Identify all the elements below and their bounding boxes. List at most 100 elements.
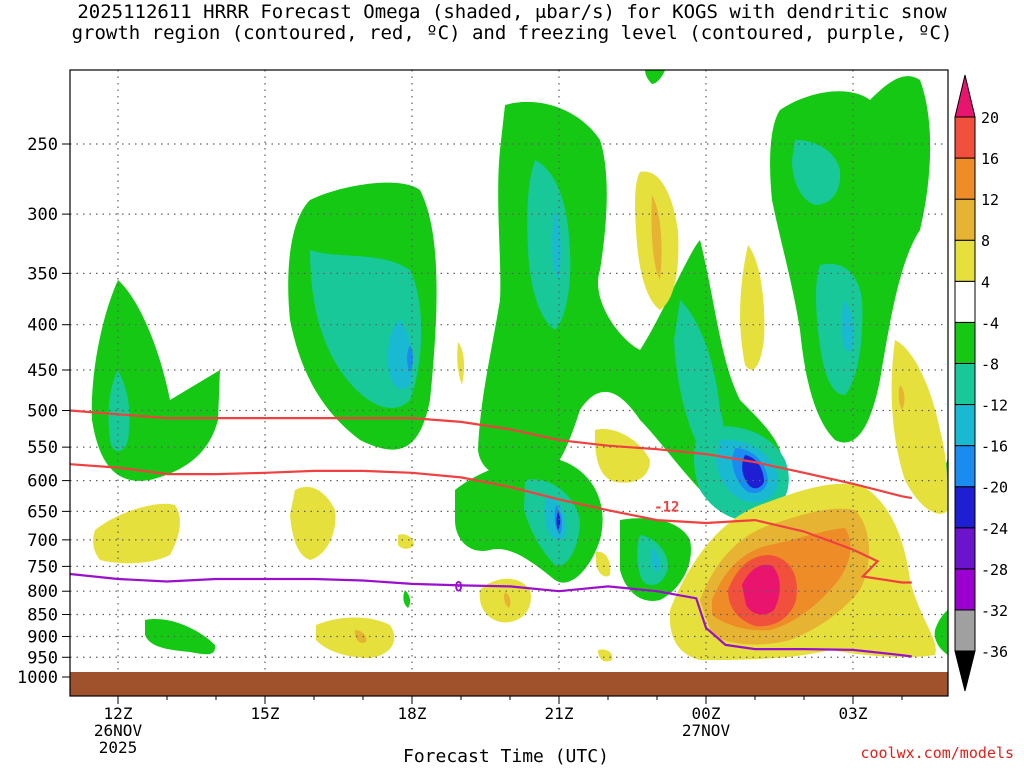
plot-frame xyxy=(69,69,949,697)
omega-region xyxy=(651,195,662,280)
colorbar-bin xyxy=(954,486,976,529)
omega-region xyxy=(145,619,216,655)
colorbar-label: -12 xyxy=(981,397,1008,415)
colorbar-label: -36 xyxy=(981,643,1008,661)
omega-region xyxy=(504,592,511,608)
colorbar-bin xyxy=(954,157,976,200)
x-tick-label: 21Z xyxy=(545,704,574,723)
colorbar-bin xyxy=(954,527,976,570)
omega-region xyxy=(742,455,764,489)
y-tick-label: 700 xyxy=(27,531,58,551)
omega-region xyxy=(891,340,948,514)
colorbar-bin xyxy=(954,568,976,611)
omega-region xyxy=(594,429,650,483)
colorbar-label: 8 xyxy=(981,232,990,250)
colorbar-bin xyxy=(954,321,976,364)
omega-region xyxy=(645,70,665,84)
colorbar-label: -16 xyxy=(981,438,1008,456)
ground-surface-band xyxy=(70,672,948,696)
y-tick-label: 500 xyxy=(27,402,58,422)
colorbar-label: -20 xyxy=(981,479,1008,497)
colorbar-bin xyxy=(954,609,976,652)
colorbar-label: 4 xyxy=(981,273,990,291)
x-tick-date: 26NOV xyxy=(94,721,143,740)
y-tick-label: 450 xyxy=(27,361,58,381)
omega-region xyxy=(93,503,180,564)
dgz-temperature-contour xyxy=(69,409,912,500)
colorbar-label: -28 xyxy=(981,561,1008,579)
chart-title: 2025112611 HRRR Forecast Omega (shaded, … xyxy=(0,2,1024,44)
omega-region xyxy=(354,630,367,643)
grid-lines xyxy=(70,70,948,672)
y-tick-label: 650 xyxy=(27,502,58,522)
y-tick-label: 600 xyxy=(27,472,58,492)
x-tick-label: 03Z xyxy=(839,704,868,723)
omega-region xyxy=(596,551,611,577)
omega-region xyxy=(108,370,130,452)
x-tick-label: 12Z xyxy=(104,704,133,723)
omega-region xyxy=(740,245,765,370)
y-tick-label: 800 xyxy=(27,582,58,602)
omega-region xyxy=(742,564,780,615)
omega-region xyxy=(91,280,220,481)
y-tick-label: 950 xyxy=(27,648,58,668)
omega-region xyxy=(898,385,905,410)
colorbar-label: -24 xyxy=(981,520,1008,538)
omega-region xyxy=(792,140,841,205)
y-tick-label: 900 xyxy=(27,627,58,647)
y-tick-label: 250 xyxy=(27,135,58,155)
colorbar-label: 20 xyxy=(981,109,999,127)
contour-label: 0 xyxy=(454,579,462,595)
colorbar-top-arrow xyxy=(954,74,976,118)
colorbar-label: -32 xyxy=(981,602,1008,620)
omega-region xyxy=(316,617,395,658)
pressure-axis: 2503003504004505005506006507007508008509… xyxy=(17,135,70,688)
colorbar-bin xyxy=(954,445,976,488)
title-line-1: 2025112611 HRRR Forecast Omega (shaded, … xyxy=(77,1,947,23)
x-tick-year: 2025 xyxy=(99,738,138,757)
omega-region xyxy=(407,345,413,372)
colorbar-label: 16 xyxy=(981,150,999,168)
x-axis-label: Forecast Time (UTC) xyxy=(403,746,609,767)
colorbar: -36 -32 -28 -24 -20 -16 -12 -8 -4 4 8 12 16 20 xyxy=(954,74,1008,692)
y-tick-label: 300 xyxy=(27,205,58,225)
omega-region xyxy=(398,534,414,549)
colorbar-label: -4 xyxy=(981,314,999,332)
omega-region xyxy=(842,300,854,352)
colorbar-bin xyxy=(954,362,976,406)
x-tick-label: 15Z xyxy=(251,704,280,723)
x-tick-date: 27NOV xyxy=(682,721,731,740)
dgz-temperature-contour xyxy=(69,463,912,584)
colorbar-label: 12 xyxy=(981,191,999,209)
title-line-2: growth region (contoured, red, ºC) and f… xyxy=(71,22,953,44)
contour-label: -12 xyxy=(654,500,679,516)
omega-region xyxy=(674,300,724,453)
colorbar-bin xyxy=(954,116,976,159)
y-tick-label: 850 xyxy=(27,606,58,626)
colorbar-bin xyxy=(954,404,976,447)
freezing-level-contour xyxy=(69,572,912,658)
colorbar-bin xyxy=(954,239,976,282)
omega-region xyxy=(387,320,413,389)
credit-link[interactable]: coolwx.com/models xyxy=(860,744,1014,762)
omega-region xyxy=(598,649,613,662)
y-tick-label: 1000 xyxy=(17,668,58,688)
omega-region xyxy=(290,486,336,560)
colorbar-bin xyxy=(954,280,976,323)
y-tick-label: 400 xyxy=(27,316,58,336)
omega-region xyxy=(403,590,411,608)
colorbar-label: -8 xyxy=(981,355,999,373)
y-tick-label: 550 xyxy=(27,438,58,458)
omega-region xyxy=(457,342,465,385)
omega-shading xyxy=(70,70,948,696)
omega-region xyxy=(651,548,660,572)
omega-region xyxy=(527,160,571,330)
y-tick-label: 750 xyxy=(27,557,58,577)
temperature-contours: -12 0 xyxy=(69,409,912,658)
y-tick-label: 350 xyxy=(27,264,58,284)
omega-region xyxy=(815,263,863,395)
x-tick-label: 18Z xyxy=(398,704,427,723)
colorbar-bin xyxy=(954,198,976,241)
